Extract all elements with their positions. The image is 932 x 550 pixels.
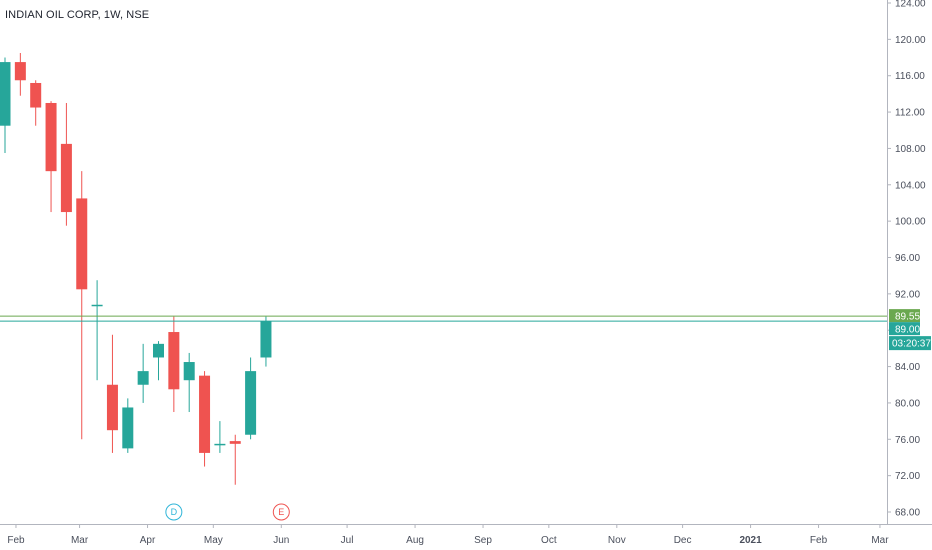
candle-body [122, 407, 134, 449]
x-tick-label: May [204, 535, 223, 546]
last-price-label: 89.00 [895, 325, 920, 336]
candle-body [45, 102, 57, 172]
earnings-marker [272, 503, 290, 521]
x-tick-label: Nov [608, 535, 626, 546]
candle-body [229, 441, 241, 444]
y-tick-label: 76.00 [895, 435, 920, 446]
y-tick-label: 112.00 [895, 108, 925, 119]
x-tick-label: Sep [474, 535, 492, 546]
y-tick-label: 104.00 [895, 180, 926, 191]
prev-close-badge [889, 309, 920, 323]
candle-body [137, 371, 149, 385]
last-price-badge [889, 322, 920, 336]
candle-body [183, 362, 195, 381]
y-tick-label: 100.00 [895, 217, 926, 228]
candle-body [91, 304, 103, 307]
earnings-marker-label: E [278, 507, 284, 517]
countdown-badge [889, 336, 931, 351]
x-tick-label: Feb [7, 535, 25, 546]
candle-body [245, 371, 257, 435]
prev-close-label: 89.55 [895, 312, 920, 323]
y-tick-label: 84.00 [895, 362, 920, 373]
x-tick-label: Mar [871, 535, 889, 546]
dividend-marker-label: D [171, 507, 178, 517]
x-tick-label: 2021 [739, 535, 762, 546]
candle-body [214, 443, 226, 446]
y-tick-label: 96.00 [895, 253, 920, 264]
dividend-marker [165, 503, 183, 521]
candle-body [260, 321, 272, 358]
x-tick-label: Jun [273, 535, 289, 546]
y-tick-label: 116.00 [895, 71, 925, 82]
candle-body [0, 62, 11, 126]
candle-body [14, 62, 26, 81]
candle-body [168, 332, 180, 390]
y-tick-label: 72.00 [895, 471, 920, 482]
x-tick-label: Jul [341, 535, 354, 546]
x-tick-label: Oct [541, 535, 557, 546]
y-tick-label: 124.00 [895, 0, 926, 10]
y-tick-label: 108.00 [895, 144, 926, 155]
candle-body [199, 375, 211, 453]
y-tick-label: 68.00 [895, 508, 920, 519]
x-tick-label: Feb [810, 535, 828, 546]
y-tick-label: 80.00 [895, 398, 920, 409]
candle-body [60, 143, 72, 213]
countdown-label: 03:20:37 [892, 339, 931, 350]
candle-body [153, 343, 164, 358]
x-tick-label: Dec [674, 535, 692, 546]
chart-title: INDIAN OIL CORP, 1W, NSE [5, 9, 150, 21]
x-tick-label: Apr [140, 535, 156, 546]
candle-body [76, 198, 88, 290]
y-tick-label: 120.00 [895, 35, 926, 46]
candle-body [106, 384, 118, 431]
x-tick-label: Mar [71, 535, 89, 546]
x-tick-label: Aug [406, 535, 424, 546]
candle-body [30, 82, 42, 108]
y-tick-label: 92.00 [895, 289, 920, 300]
